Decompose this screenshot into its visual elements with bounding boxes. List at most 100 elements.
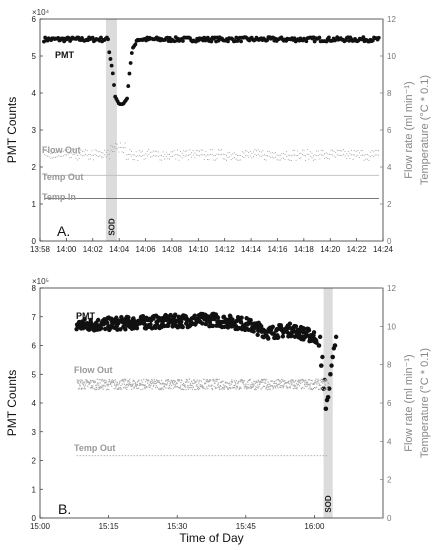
flow-out-point: [276, 378, 278, 381]
flow-out-point: [362, 154, 364, 156]
flow-out-point: [287, 154, 289, 156]
flow-out-point: [275, 386, 277, 388]
y-axis-label: PMT Counts: [5, 370, 19, 436]
flow-out-point: [279, 382, 281, 384]
flow-out-point: [282, 387, 284, 389]
flow-out-point: [336, 154, 338, 156]
flow-out-point: [240, 381, 242, 383]
flow-out-point: [175, 386, 177, 388]
pmt-point: [226, 39, 230, 44]
flow-out-point: [126, 388, 128, 390]
flow-out-point: [264, 382, 266, 384]
flow-out-point: [123, 147, 125, 149]
flow-out-point: [85, 149, 87, 151]
flow-out-point: [158, 381, 160, 383]
pmt-point: [316, 343, 322, 348]
flow-out-point: [101, 384, 103, 386]
flow-out-point: [251, 152, 253, 154]
flow-out-point: [98, 384, 100, 386]
flow-out-point: [279, 154, 281, 156]
pmt-point: [90, 35, 95, 40]
flow-out-point: [157, 381, 159, 383]
flow-out-point: [193, 379, 195, 381]
flow-out-point: [199, 379, 201, 381]
flow-out-point: [292, 154, 294, 156]
flow-out-point: [45, 150, 47, 152]
flow-out-point: [224, 385, 226, 387]
flow-out-point: [167, 380, 169, 382]
flow-out-point: [226, 159, 227, 161]
pmt-point: [276, 335, 281, 340]
flow-out-point: [230, 383, 233, 385]
flow-out-point: [166, 382, 169, 384]
flow-out-point: [333, 151, 335, 152]
flow-out-point: [164, 383, 166, 385]
pmt-point: [129, 51, 134, 55]
flow-out-point: [267, 155, 269, 157]
flow-out-point: [167, 153, 169, 155]
flow-out-point: [159, 388, 161, 391]
flow-out-point: [133, 387, 135, 389]
flow-out-point: [167, 158, 169, 160]
flow-out-point: [72, 153, 74, 155]
flow-out-point: [150, 383, 153, 385]
flow-out-point: [289, 385, 291, 388]
flow-out-point: [96, 154, 98, 156]
y-tick-label: 6: [32, 342, 37, 351]
flow-out-point: [305, 383, 307, 385]
flow-out-point: [83, 381, 85, 383]
flow-out-point: [93, 388, 95, 390]
pmt-point: [180, 324, 185, 330]
flow-out-point: [112, 381, 114, 383]
flow-out-point: [251, 157, 253, 159]
flow-out-point: [267, 383, 269, 386]
flow-out-point: [181, 380, 183, 382]
flow-out-point: [275, 156, 276, 158]
flow-out-point: [191, 381, 193, 383]
flow-out-point: [195, 385, 197, 387]
flow-out-point: [107, 383, 110, 386]
flow-out-point: [287, 387, 289, 389]
flow-out-point: [310, 382, 312, 384]
flow-out-point: [100, 151, 102, 153]
flow-out-point: [132, 154, 134, 156]
flow-out-point: [207, 154, 208, 156]
flow-out-point: [274, 382, 276, 384]
flow-out-point: [240, 154, 242, 156]
flow-out-point: [117, 388, 119, 390]
flow-out-point: [121, 383, 123, 385]
flow-out-point: [207, 380, 210, 382]
flow-out-point: [135, 383, 137, 385]
flow-out-point: [111, 381, 113, 384]
flow-out-point: [199, 150, 200, 152]
flow-out-point: [257, 149, 259, 151]
flow-out-point: [259, 150, 261, 152]
flow-out-point: [251, 386, 253, 388]
flow-out-point: [309, 379, 311, 381]
flow-out-point: [259, 383, 261, 385]
flow-out-point: [154, 382, 156, 385]
flow-out-point: [70, 156, 72, 158]
flow-out-point: [258, 386, 260, 388]
pmt-point: [304, 39, 309, 44]
flow-out-point: [138, 154, 140, 156]
flow-out-point: [88, 382, 90, 384]
flow-out-point: [95, 387, 97, 389]
flow-out-point: [127, 381, 129, 383]
flow-out-point: [203, 154, 205, 156]
flow-out-point: [159, 159, 161, 161]
pmt-point: [96, 317, 101, 323]
flow-out-point: [355, 151, 357, 153]
flow-out-point: [227, 388, 229, 390]
flow-out-point: [96, 150, 98, 152]
pmt-point: [327, 386, 332, 391]
flow-out-point: [248, 156, 250, 158]
flow-out-point: [120, 388, 122, 390]
flow-out-point: [195, 381, 198, 383]
flow-out-point: [220, 385, 222, 387]
flow-out-point: [213, 155, 215, 156]
flow-out-point: [124, 380, 126, 382]
flow-out-point: [317, 150, 319, 152]
flow-out-point: [314, 380, 316, 382]
flow-out-point: [162, 151, 164, 153]
